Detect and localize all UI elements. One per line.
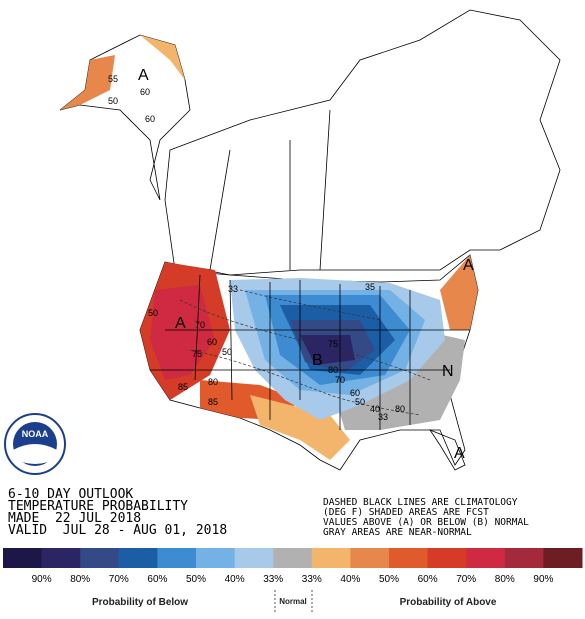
- contour-label: 33: [228, 284, 238, 294]
- header-line: MADE 22 JUL 2018: [8, 511, 141, 526]
- contour-label: 50: [108, 96, 118, 106]
- legend-label: 40%: [225, 574, 245, 585]
- legend-swatch: [41, 548, 81, 568]
- header-line: VALID JUL 28 - AUG 01, 2018: [8, 523, 227, 538]
- legend-label: 90%: [533, 574, 553, 585]
- legend-caption: Probability of Below: [92, 597, 188, 608]
- legend-swatch: [504, 548, 544, 568]
- legend-label: 50%: [186, 574, 206, 585]
- legend-swatch: [196, 548, 236, 568]
- anomaly-letter: A: [138, 67, 149, 84]
- header-line: TEMPERATURE PROBABILITY: [8, 499, 188, 514]
- legend-label: 50%: [379, 574, 399, 585]
- legend-label: 40%: [340, 574, 360, 585]
- climatology-contour: [189, 349, 421, 416]
- legend-swatch: [80, 548, 120, 568]
- legend-swatch: [350, 548, 390, 568]
- climatology-contour: [239, 289, 381, 321]
- legend-label: 33%: [263, 574, 283, 585]
- contour-label: 80: [395, 404, 405, 414]
- anomaly-letter: A: [175, 315, 186, 332]
- contour-label: 55: [108, 74, 118, 84]
- contour-label: 60: [140, 87, 150, 97]
- contour-label: 50: [222, 347, 232, 357]
- contour-label: 50: [355, 397, 365, 407]
- blue-darkest: [300, 335, 355, 365]
- legend: 90% 80% 70% 60% 50% 40% 33% 33% 40% 50% 60% 70% 80% 9…: [3, 548, 583, 585]
- logo-text: NOAA: [22, 429, 49, 439]
- legend-label: 80%: [70, 574, 90, 585]
- legend-caption: Normal: [279, 597, 307, 606]
- contour-label: 75: [328, 339, 338, 349]
- legend-caption: Probability of Above: [400, 597, 497, 608]
- note-line: (DEG F) SHADED AREAS ARE FCST: [323, 507, 489, 518]
- legend-label: 90%: [32, 574, 52, 585]
- map-labels: A 55 60 50 60 A 50 70 60 75 50 85 80 85 …: [108, 67, 474, 462]
- legend-swatch: [466, 548, 506, 568]
- contour-label: 35: [365, 282, 375, 292]
- state-borders: [150, 109, 470, 430]
- legend-label: 60%: [418, 574, 438, 585]
- header-line: 6-10 DAY OUTLOOK: [8, 487, 133, 502]
- canada-land: [164, 9, 561, 276]
- legend-swatch: [157, 548, 197, 568]
- contour-label: 50: [148, 308, 158, 318]
- legend-swatch: [234, 548, 274, 568]
- northeast-orange: [440, 255, 478, 330]
- anomaly-letter: N: [442, 363, 454, 380]
- legend-label: 70%: [109, 574, 129, 585]
- contour-label: 33: [378, 412, 388, 422]
- anomaly-letter: A: [454, 445, 465, 462]
- anomaly-letter: B: [312, 352, 323, 369]
- legend-swatch: [543, 548, 583, 568]
- contour-label: 60: [207, 337, 217, 347]
- note-line: DASHED BLACK LINES ARE CLIMATOLOGY: [323, 497, 518, 508]
- contour-label: 75: [192, 349, 202, 359]
- legend-swatch: [118, 548, 158, 568]
- legend-swatch: [389, 548, 429, 568]
- contour-label: 80: [208, 377, 218, 387]
- note-line: VALUES ABOVE (A) OR BELOW (B) NORMAL: [323, 517, 529, 528]
- legend-label: 80%: [495, 574, 515, 585]
- legend-swatch: [3, 548, 43, 568]
- legend-label: 33%: [302, 574, 322, 585]
- legend-swatch: [427, 548, 467, 568]
- legend-swatch: [311, 548, 351, 568]
- contour-label: 80: [328, 365, 338, 375]
- legend-label: 70%: [456, 574, 476, 585]
- contour-label: 40: [370, 404, 380, 414]
- contour-label: 60: [350, 388, 360, 398]
- contour-label: 70: [335, 375, 345, 385]
- anomaly-letter: A: [463, 257, 474, 274]
- florida: [428, 429, 466, 471]
- contour-label: 60: [145, 114, 155, 124]
- south-orange: [250, 395, 350, 460]
- legend-swatch: [273, 548, 313, 568]
- alaska-north: [140, 35, 185, 80]
- contour-label: 85: [178, 382, 188, 392]
- noaa-logo: NOAA: [4, 413, 66, 475]
- contour-label: 70: [195, 320, 205, 330]
- alaska-west: [60, 55, 115, 110]
- legend-label: 60%: [147, 574, 167, 585]
- note-line: GRAY AREAS ARE NEAR-NORMAL: [323, 527, 472, 538]
- contour-label: 85: [208, 397, 218, 407]
